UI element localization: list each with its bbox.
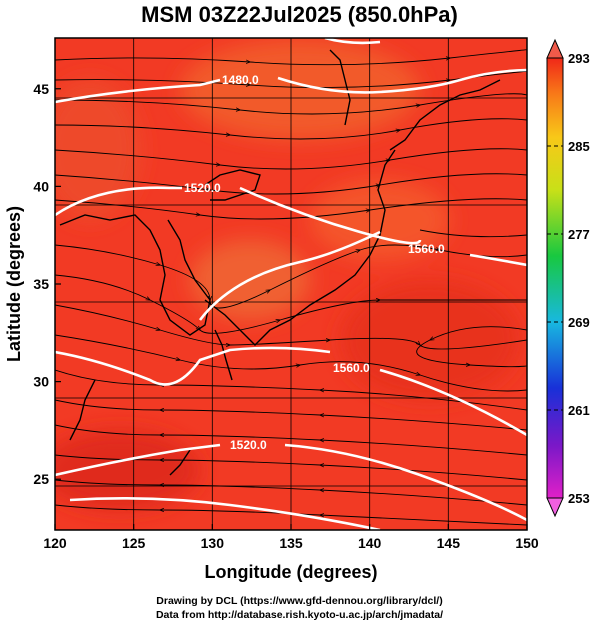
y-tick-label: 40: [33, 178, 49, 194]
x-axis-ticks: 120 125 130 135 140 145 150: [43, 524, 539, 551]
credit-drawing: Drawing by DCL (https://www.gfd-dennou.o…: [156, 595, 443, 607]
x-tick-label: 150: [515, 535, 539, 551]
contour-label: 1560.0: [333, 361, 370, 375]
graticule: [55, 38, 527, 530]
colorbar-label: 285: [568, 139, 590, 154]
page-title: MSM 03Z22Jul2025 (850.0hPa): [141, 2, 458, 27]
x-tick-label: 125: [122, 535, 146, 551]
x-axis-label: Longitude (degrees): [204, 562, 377, 582]
contour-labels: 1480.0 1520.0 1560.0 1560.0 1520.0: [184, 73, 445, 452]
colorbar-max-arrow: [546, 38, 564, 59]
y-axis-ticks: 25 30 35 40 45: [33, 81, 61, 487]
colorbar: 293 285 277 269 261 253: [546, 38, 590, 518]
contour-line-1480: [55, 68, 527, 104]
contour-line-top: [324, 38, 381, 45]
contour-line-1520-south: [55, 443, 527, 522]
colorbar-label: 261: [568, 403, 590, 418]
contour-line-1560-mid: [198, 230, 381, 321]
colorbar-label: 293: [568, 51, 590, 66]
x-tick-label: 140: [358, 535, 382, 551]
credit-data: Data from http://database.rish.kyoto-u.a…: [155, 609, 444, 621]
y-tick-label: 45: [33, 81, 49, 97]
temperature-field: 1480.0 1520.0 1560.0 1560.0 1520.0: [55, 38, 527, 530]
y-tick-label: 35: [33, 276, 49, 292]
height-contours: [55, 38, 527, 530]
contour-label: 1560.0: [408, 242, 445, 256]
colorbar-min-arrow: [546, 497, 564, 518]
colorbar-label: 269: [568, 315, 590, 330]
contour-line-1560-north: [55, 186, 527, 267]
x-tick-label: 120: [43, 535, 67, 551]
colorbar-label: 277: [568, 227, 590, 242]
contour-line-1560-south: [55, 346, 527, 437]
y-axis-label: Latitude (degrees): [4, 206, 24, 362]
colorbar-scale: [546, 57, 564, 499]
contour-label: 1520.0: [184, 181, 221, 195]
x-tick-label: 145: [437, 535, 461, 551]
y-tick-label: 30: [33, 374, 49, 390]
contour-label: 1520.0: [230, 438, 267, 452]
contour-label: 1480.0: [222, 73, 259, 87]
colorbar-ticks: 293 285 277 269 261 253: [547, 51, 590, 506]
colorbar-label: 253: [568, 491, 590, 506]
streamlines: [55, 49, 527, 526]
contour-line-1500: [69, 497, 381, 530]
x-tick-label: 135: [279, 535, 303, 551]
x-tick-label: 130: [201, 535, 225, 551]
y-tick-label: 25: [33, 471, 49, 487]
